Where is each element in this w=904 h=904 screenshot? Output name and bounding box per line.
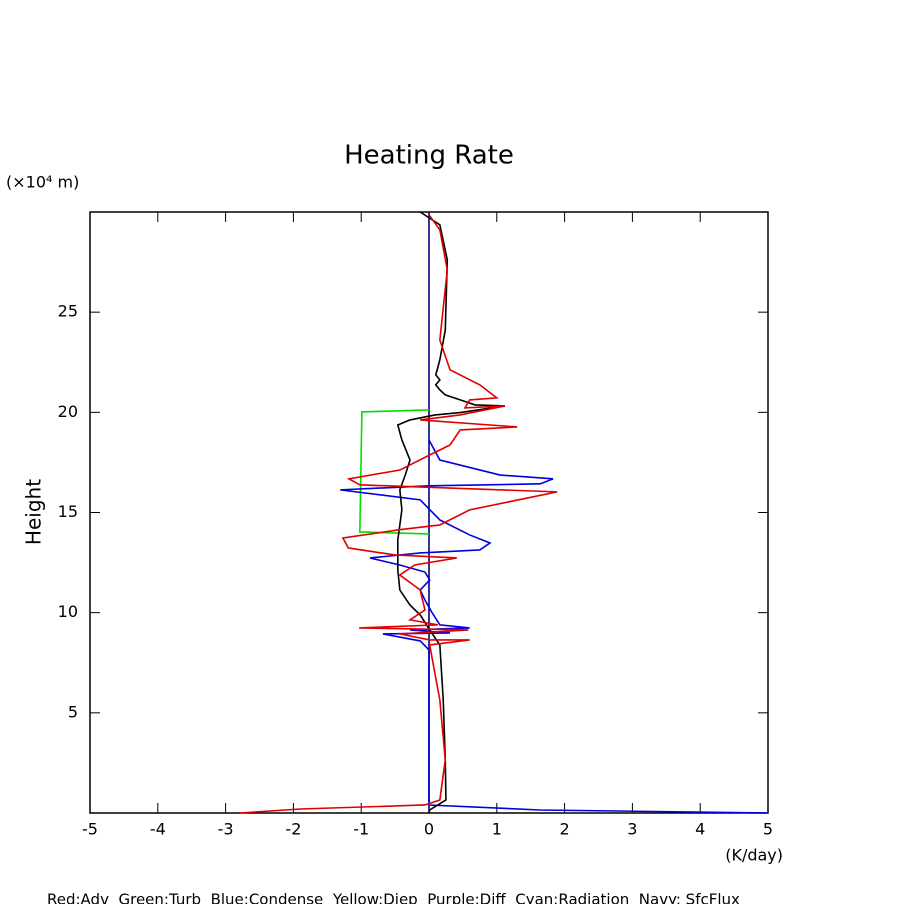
- y-tick-label: 10: [58, 602, 78, 621]
- series-line: [340, 439, 769, 814]
- series-line: [396, 211, 506, 814]
- y-tick-label: 15: [58, 502, 78, 521]
- x-tick-label: 5: [763, 820, 773, 839]
- x-unit: (K/day): [725, 846, 783, 865]
- series-line: [359, 409, 430, 535]
- series-line: [239, 214, 558, 814]
- chart-title: Heating Rate: [344, 141, 514, 171]
- x-tick-label: 2: [560, 820, 570, 839]
- x-tick-label: 1: [492, 820, 502, 839]
- footnote: Red:Adv Green:Turb Blue:Condense Yellow:…: [47, 891, 740, 904]
- x-tick-label: -1: [353, 820, 369, 839]
- x-tick-label: -2: [285, 820, 301, 839]
- y-tick-label: 25: [58, 302, 78, 321]
- y-axis-label: Height: [22, 479, 46, 545]
- x-tick-label: -5: [82, 820, 98, 839]
- x-tick-label: -4: [150, 820, 166, 839]
- x-tick-label: -3: [218, 820, 234, 839]
- x-tick-label: 3: [627, 820, 637, 839]
- x-tick-label: 0: [424, 820, 434, 839]
- y-tick-label: 20: [58, 402, 78, 421]
- y-tick-label: 5: [68, 702, 78, 721]
- x-tick-label: 4: [695, 820, 705, 839]
- y-unit: (×10⁴ m): [6, 173, 79, 192]
